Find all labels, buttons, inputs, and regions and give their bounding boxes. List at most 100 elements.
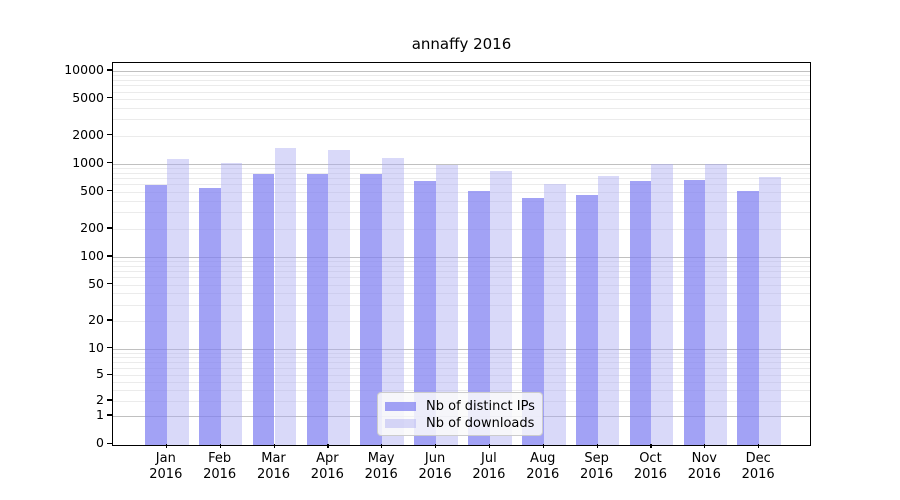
gridline-40 [113, 293, 810, 295]
gridline-9 [113, 352, 810, 354]
month-label: Mar [261, 451, 286, 466]
y-tick-mark-1 [107, 414, 112, 416]
y-tick-mark-10000 [107, 69, 112, 71]
x-tick-mark-aug [542, 444, 544, 448]
y-tick-label-100: 100 [80, 248, 104, 263]
gridline-7 [113, 362, 810, 364]
month-label: Feb [208, 451, 232, 466]
gridline-100 [113, 257, 810, 258]
gridline-2000 [113, 135, 810, 137]
month-label: Oct [639, 451, 662, 466]
x-tick-mark-jul [488, 444, 491, 448]
gridline-90 [113, 261, 810, 263]
bar-distinct-ips-nov [683, 179, 706, 445]
y-tick-mark-10 [107, 347, 112, 349]
y-tick-mark-50 [107, 283, 112, 285]
y-tick-mark-100 [107, 255, 112, 257]
month-label: Apr [316, 451, 339, 466]
bar-downloads-may [382, 158, 404, 445]
bar-distinct-ips-mar [252, 174, 275, 445]
bar-distinct-ips-oct [629, 181, 652, 445]
bar-distinct-ips-dec [737, 190, 760, 445]
y-tick-mark-500 [107, 190, 112, 192]
x-tick-mark-oct [650, 444, 652, 448]
x-tick-label-dec: Dec 2016 [731, 451, 785, 483]
gridline-8000 [113, 79, 810, 81]
y-tick-mark-1000 [107, 162, 112, 164]
gridline-20 [113, 321, 810, 323]
y-tick-label-0: 0 [96, 435, 104, 451]
y-tick-label-200: 200 [80, 219, 104, 235]
x-tick-mark-jan [165, 444, 167, 448]
gridline-5000 [113, 98, 810, 100]
bar-downloads-aug [543, 183, 566, 445]
x-tick-mark-nov [704, 444, 706, 448]
downloads-swatch-icon [385, 419, 416, 428]
year-label: 2016 [687, 467, 721, 482]
gridline-4000 [113, 107, 810, 109]
bar-downloads-apr [328, 150, 351, 445]
x-tick-mark-feb [219, 444, 221, 448]
x-tick-mark-sep [596, 444, 598, 448]
y-tick-mark-2000 [107, 134, 112, 136]
x-tick-label-mar: Mar 2016 [247, 451, 301, 483]
gridline-80 [113, 265, 810, 267]
year-label: 2016 [149, 467, 183, 482]
chart-title: annaffy 2016 [411, 35, 512, 53]
y-tick-mark-2 [107, 399, 112, 401]
bar-downloads-jan [166, 158, 189, 445]
gridline-30 [113, 304, 810, 306]
gridline-700 [113, 178, 810, 180]
bar-downloads-dec [759, 176, 781, 445]
y-tick-mark-200 [107, 227, 112, 229]
year-label: 2016 [310, 467, 344, 482]
bar-downloads-sep [597, 176, 620, 445]
month-label: Dec [745, 451, 771, 466]
bar-distinct-ips-sep [575, 195, 598, 445]
legend-item-distinct-ips: Nb of distinct IPs [385, 398, 535, 415]
gridline-10 [113, 348, 810, 350]
x-tick-label-jun: Jun 2016 [408, 451, 462, 483]
gridline-8 [113, 357, 810, 359]
y-tick-label-2000: 2000 [72, 126, 104, 142]
gridline-5 [113, 375, 810, 377]
legend: Nb of distinct IPs Nb of downloads [377, 392, 543, 436]
y-tick-mark-5 [107, 373, 112, 375]
bar-downloads-oct [651, 163, 674, 445]
y-tick-label-5: 5 [96, 366, 104, 382]
month-label: Jun [424, 451, 446, 466]
bar-distinct-ips-jan [145, 185, 167, 445]
bar-distinct-ips-jun [414, 180, 437, 445]
gridline-500 [113, 191, 810, 193]
distinct-ips-swatch-icon [385, 402, 416, 411]
x-tick-label-may: May 2016 [354, 451, 408, 483]
x-tick-label-nov: Nov 2016 [677, 451, 731, 483]
x-tick-mark-mar [273, 444, 275, 448]
month-label: Aug [530, 451, 556, 466]
y-tick-mark-5000 [107, 97, 112, 99]
y-tick-label-1: 1 [96, 407, 104, 422]
year-label: 2016 [633, 467, 667, 482]
y-tick-label-50: 50 [88, 275, 104, 291]
legend-label-distinct-ips: Nb of distinct IPs [426, 399, 535, 414]
x-tick-label-feb: Feb 2016 [193, 451, 247, 483]
month-label: Jul [481, 451, 497, 466]
gridline-600 [113, 184, 810, 186]
x-tick-mark-jun [435, 444, 437, 448]
gridline-6 [113, 368, 810, 370]
gridline-10000 [113, 71, 810, 72]
bar-distinct-ips-apr [306, 173, 329, 445]
bar-distinct-ips-aug [521, 197, 544, 445]
y-tick-label-1000: 1000 [72, 154, 104, 170]
gridline-1000 [113, 163, 810, 165]
year-label: 2016 [741, 467, 775, 482]
y-tick-label-500: 500 [80, 182, 104, 198]
gridline-800 [113, 172, 810, 174]
x-tick-label-apr: Apr 2016 [300, 451, 354, 483]
year-label: 2016 [472, 467, 506, 482]
y-tick-mark-20 [107, 319, 112, 321]
bar-downloads-feb [220, 162, 243, 445]
bar-downloads-nov [705, 163, 728, 445]
x-tick-mark-apr [327, 444, 329, 448]
